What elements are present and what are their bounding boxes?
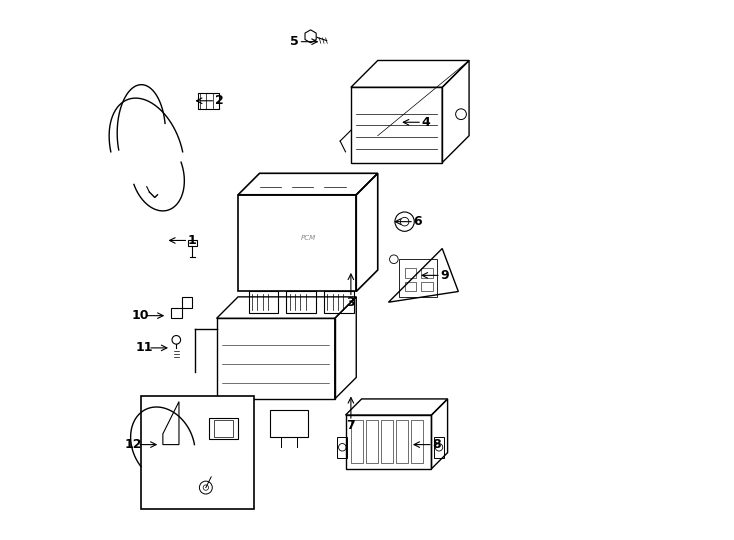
Bar (421, 282, 432, 292)
Bar (351, 421, 363, 463)
Text: 10: 10 (131, 309, 149, 322)
Text: 4: 4 (422, 116, 430, 129)
Text: 6: 6 (414, 215, 422, 228)
Bar (188, 240, 197, 246)
Text: 12: 12 (125, 438, 142, 451)
Text: PCM: PCM (300, 235, 316, 241)
Text: 11: 11 (135, 341, 153, 354)
Text: 9: 9 (440, 269, 449, 282)
Text: 2: 2 (215, 94, 224, 107)
Bar (338, 436, 347, 458)
Text: 3: 3 (346, 296, 355, 309)
Bar (399, 259, 437, 297)
Bar (434, 436, 444, 458)
Bar (396, 421, 408, 463)
Bar (214, 421, 233, 436)
Text: 7: 7 (346, 419, 355, 433)
Bar (404, 268, 416, 278)
Bar (249, 292, 278, 313)
Bar (286, 292, 316, 313)
Text: 8: 8 (432, 438, 441, 451)
Bar (142, 396, 254, 509)
Bar (270, 410, 308, 436)
Bar (404, 282, 416, 292)
Bar (197, 93, 219, 109)
Text: 5: 5 (290, 35, 299, 48)
Bar (411, 421, 423, 463)
Bar (381, 421, 393, 463)
Bar (366, 421, 378, 463)
Bar (208, 418, 238, 439)
Text: 1: 1 (188, 234, 197, 247)
Bar (324, 292, 354, 313)
Bar (421, 268, 432, 278)
